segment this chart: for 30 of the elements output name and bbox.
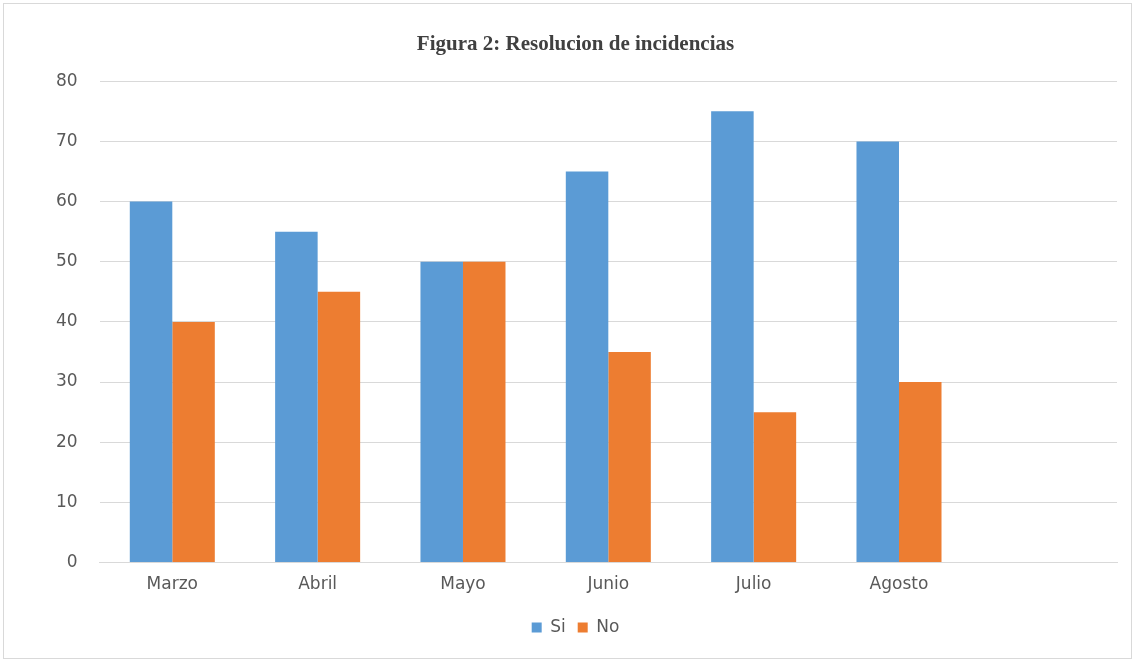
y-tick-label: 20	[55, 430, 78, 451]
legend-label: No	[596, 615, 620, 636]
y-tick-label: 60	[55, 189, 78, 210]
bar	[317, 291, 361, 563]
bar	[565, 171, 609, 563]
bar	[462, 261, 506, 563]
bar	[608, 351, 651, 563]
bar	[711, 111, 754, 563]
y-tick-label: 50	[55, 250, 78, 271]
x-tick-label: Agosto	[869, 573, 929, 594]
x-tick-label: Julio	[734, 573, 772, 594]
bar	[856, 141, 899, 563]
x-tick-label: Junio	[586, 573, 630, 594]
y-tick-label: 30	[55, 370, 78, 391]
y-tick-label: 0	[66, 551, 78, 572]
legend-label: Si	[550, 615, 566, 636]
y-tick-label: 10	[55, 490, 78, 511]
bar	[753, 412, 797, 563]
bar	[275, 231, 318, 563]
chart-title: Figura 2: Resolucion de incidencias	[416, 31, 735, 56]
x-tick-label: Abril	[298, 573, 338, 594]
y-tick-label: 80	[55, 69, 78, 90]
x-tick-label: Mayo	[440, 573, 486, 594]
x-tick-label: Marzo	[146, 573, 198, 594]
y-tick-label: 70	[55, 129, 78, 150]
y-tick-label: 40	[55, 310, 78, 331]
bar	[129, 201, 173, 563]
bar	[172, 321, 215, 563]
bar	[898, 382, 942, 563]
bar	[420, 261, 463, 563]
